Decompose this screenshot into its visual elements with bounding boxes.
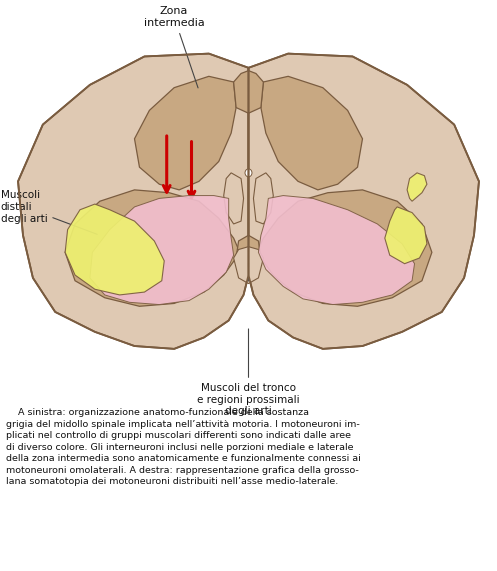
- Text: Muscoli
distali
degli arti: Muscoli distali degli arti: [0, 190, 97, 234]
- Polygon shape: [236, 235, 261, 275]
- Polygon shape: [248, 54, 479, 349]
- Polygon shape: [253, 173, 273, 224]
- Polygon shape: [258, 195, 414, 304]
- Polygon shape: [18, 54, 248, 349]
- Polygon shape: [224, 173, 244, 224]
- Polygon shape: [234, 247, 263, 284]
- Circle shape: [245, 169, 252, 177]
- Polygon shape: [385, 207, 427, 264]
- Polygon shape: [407, 173, 427, 201]
- Text: Zona
intermedia: Zona intermedia: [144, 6, 205, 88]
- Polygon shape: [258, 190, 432, 306]
- Text: A sinistra: organizzazione anatomo-funzionale della sostanza
grigia del midollo : A sinistra: organizzazione anatomo-funzi…: [5, 408, 360, 486]
- Polygon shape: [234, 71, 263, 113]
- Text: Muscoli del tronco
e regioni prossimali
degli arti: Muscoli del tronco e regioni prossimali …: [197, 329, 300, 416]
- Polygon shape: [90, 195, 234, 304]
- Polygon shape: [261, 77, 362, 190]
- Polygon shape: [65, 204, 164, 295]
- Polygon shape: [65, 190, 239, 306]
- Polygon shape: [135, 77, 236, 190]
